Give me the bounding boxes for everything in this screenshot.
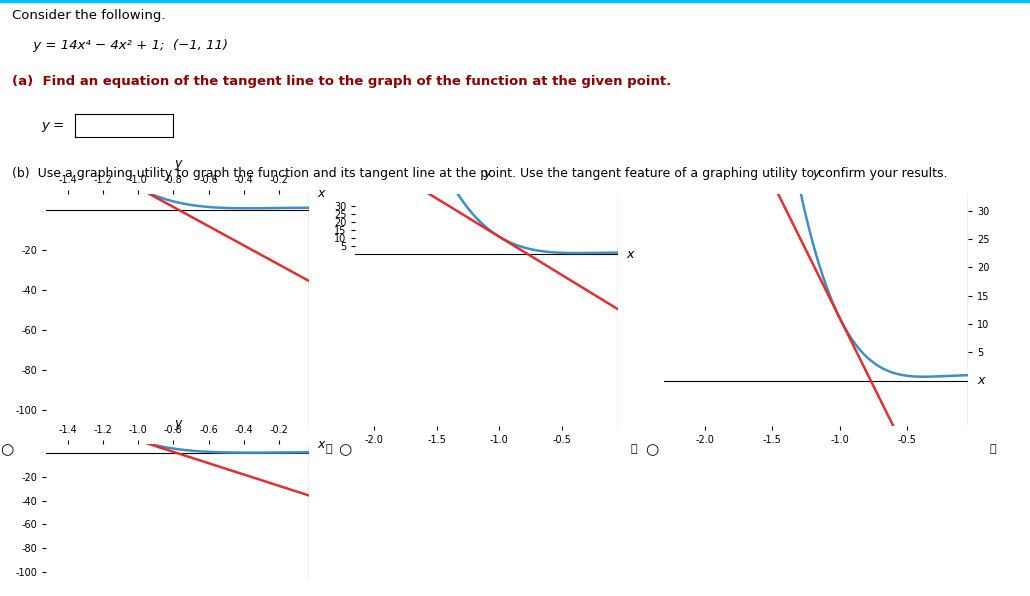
Text: (a)  Find an equation of the tangent line to the graph of the function at the gi: (a) Find an equation of the tangent line… xyxy=(12,74,672,88)
Text: y: y xyxy=(174,157,181,170)
Text: ⓘ: ⓘ xyxy=(989,445,996,454)
Text: ○: ○ xyxy=(338,442,351,457)
Text: x: x xyxy=(626,248,633,260)
Text: x: x xyxy=(317,437,324,451)
Text: x: x xyxy=(317,187,324,200)
Text: (b)  Use a graphing utility to graph the function and its tangent line at the po: (b) Use a graphing utility to graph the … xyxy=(12,167,948,180)
Text: ○: ○ xyxy=(0,442,13,457)
Text: ⓘ: ⓘ xyxy=(630,445,638,454)
Text: y =: y = xyxy=(41,119,65,132)
Text: y = 14x⁴ − 4x² + 1;  (−1, 11): y = 14x⁴ − 4x² + 1; (−1, 11) xyxy=(12,39,229,52)
Text: y: y xyxy=(174,417,181,430)
Text: Consider the following.: Consider the following. xyxy=(12,9,166,22)
Text: ⓘ: ⓘ xyxy=(325,445,333,454)
Text: y: y xyxy=(483,167,490,180)
Text: x: x xyxy=(977,374,985,387)
Text: y: y xyxy=(813,167,820,180)
Text: ○: ○ xyxy=(646,442,659,457)
